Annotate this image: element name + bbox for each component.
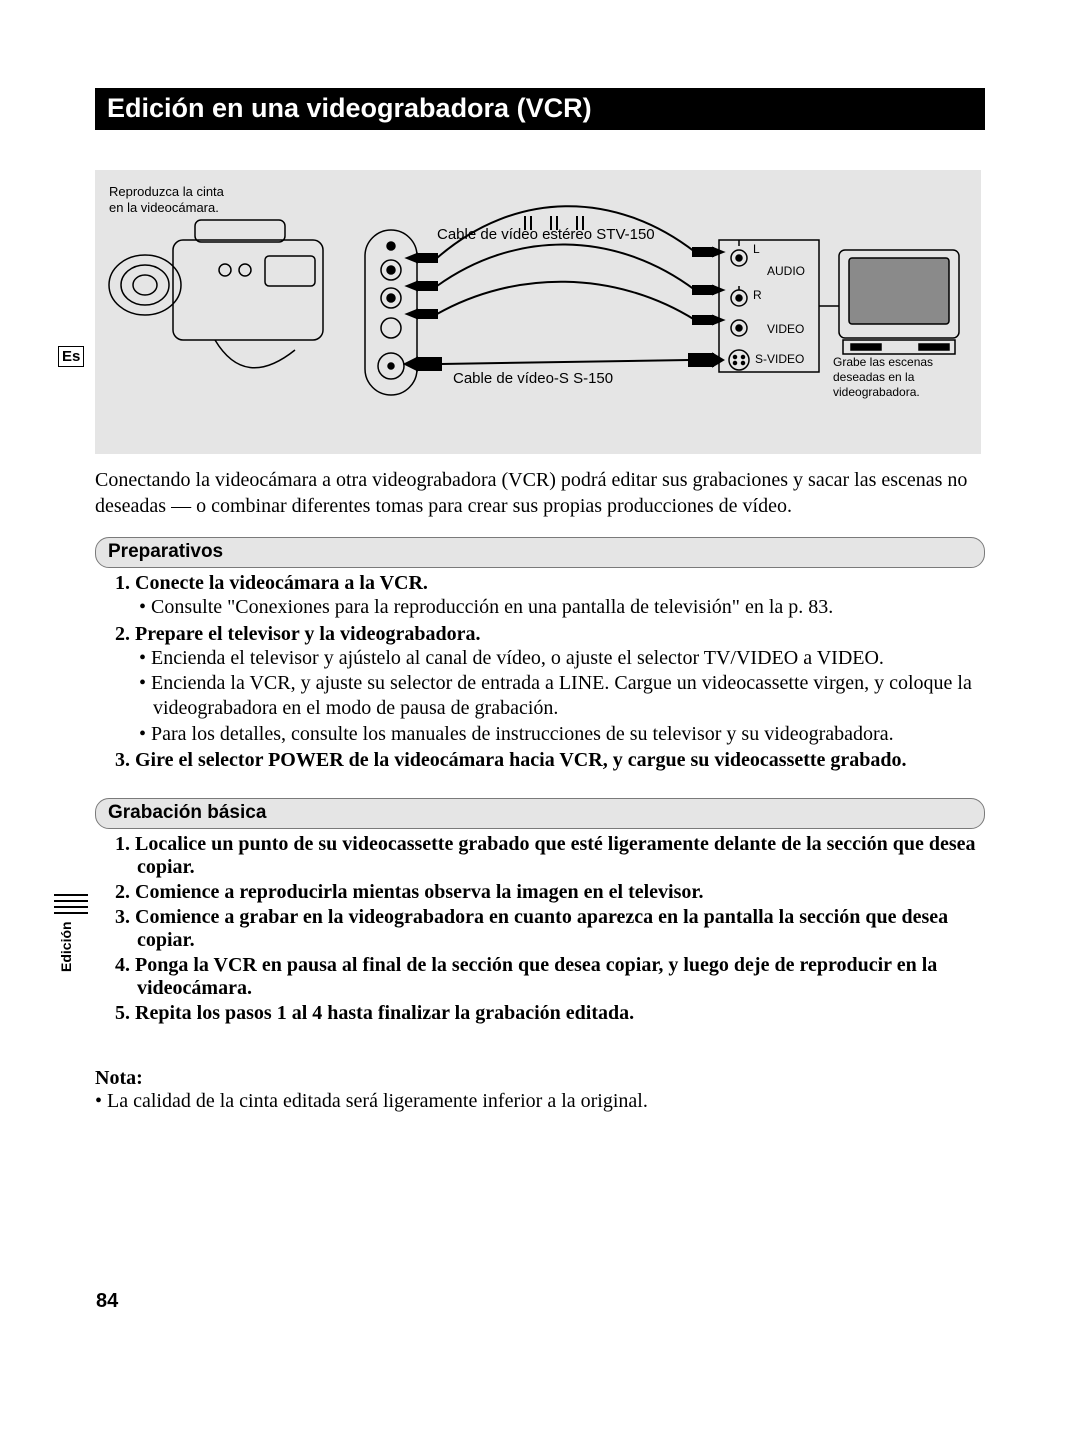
side-decorative-lines [54,894,88,918]
preparativos-steps: 1. Conecte la videocámara a la VCR.Consu… [95,572,985,772]
bullet-item: Encienda la VCR, y ajuste su selector de… [153,671,985,722]
step-heading: 2. Prepare el televisor y la videograbad… [115,623,985,646]
step-heading: 2. Comience a reproducirla mientas obser… [115,881,985,904]
section-heading-grabacion: Grabación básica [95,798,985,829]
step-heading: 1. Localice un punto de su videocassette… [115,833,985,879]
step-heading: 1. Conecte la videocámara a la VCR. [115,572,985,595]
section-heading-preparativos: Preparativos [95,537,985,568]
step-heading: 3. Gire el selector POWER de la videocám… [115,749,985,772]
diagram-svg [95,170,981,454]
grabacion-steps: 1. Localice un punto de su videocassette… [95,833,985,1025]
bullet-item: Consulte "Conexiones para la reproducció… [153,595,985,620]
step-heading: 5. Repita los pasos 1 al 4 hasta finaliz… [115,1002,985,1025]
step-heading: 3. Comience a grabar en la videograbador… [115,906,985,952]
step-bullets: Encienda el televisor y ajústelo al cana… [115,646,985,748]
side-section-label: Edición [58,921,74,972]
bullet-item: Para los detalles, consulte los manuales… [153,722,985,747]
page-title: Edición en una videograbadora (VCR) [95,88,985,130]
step-heading: 4. Ponga la VCR en pausa al final de la … [115,954,985,1000]
page-content: Edición en una videograbadora (VCR) Repr… [95,88,985,1113]
page-number: 84 [96,1290,118,1313]
bullet-item: Encienda el televisor y ajústelo al cana… [153,646,985,671]
language-badge: Es [58,346,84,367]
step-bullets: Consulte "Conexiones para la reproducció… [115,595,985,620]
note-body: La calidad de la cinta editada será lige… [95,1090,985,1113]
connection-diagram: Reproduzca la cintaen la videocámara. Gr… [95,170,981,454]
note-heading: Nota: [95,1067,985,1090]
intro-paragraph: Conectando la videocámara a otra videogr… [95,468,985,519]
